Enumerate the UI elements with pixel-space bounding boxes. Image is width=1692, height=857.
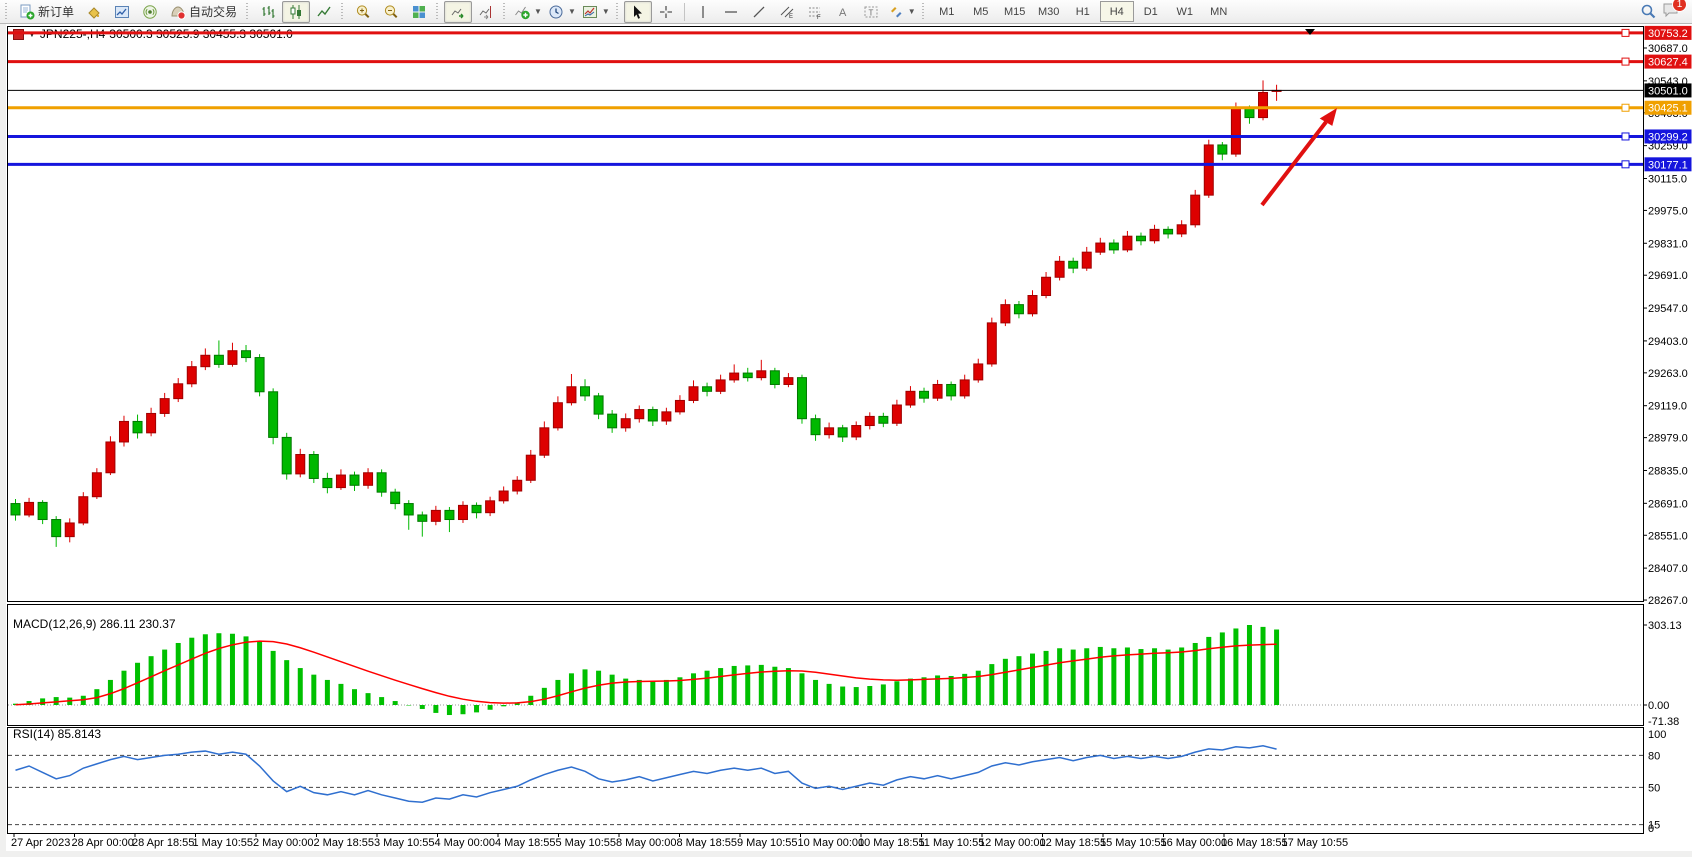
timeframe-m5[interactable]: M5: [973, 5, 989, 18]
chat-button[interactable]: 1: [1662, 0, 1687, 23]
chevron-down-icon: ▼: [907, 7, 916, 16]
toolbar-grip[interactable]: [246, 2, 252, 21]
text-button[interactable]: A: [829, 1, 857, 23]
ohlc-values: 30500.3 30525.9 30455.3 30501.0: [109, 27, 293, 41]
line-chart-button[interactable]: [310, 1, 338, 23]
periods-button[interactable]: ▼: [545, 1, 579, 23]
fibonacci-button[interactable]: F: [801, 1, 829, 23]
crosshair-button[interactable]: [652, 1, 680, 23]
macd-indicator-label: MACD(12,26,9) 286.11 230.37: [13, 617, 176, 631]
chevron-down-icon: ▼: [534, 7, 542, 16]
svg-text:T: T: [868, 8, 873, 17]
chart-shift-button[interactable]: [472, 1, 500, 23]
notification-badge: 1: [1672, 0, 1687, 12]
new-order-icon: [20, 4, 35, 19]
arrows-icon: [890, 6, 902, 17]
timeframe-d1[interactable]: D1: [1143, 5, 1158, 18]
periods-icon: [549, 5, 563, 18]
signals-button[interactable]: [136, 1, 164, 23]
chevron-down-icon: ▼: [567, 7, 576, 16]
auto-scroll-icon: [451, 8, 464, 18]
separator: [683, 2, 685, 21]
signals-icon: [143, 4, 157, 19]
auto-trading-button[interactable]: 自动交易: [164, 1, 243, 23]
charts-window-icon: [115, 5, 130, 18]
svg-text:E: E: [789, 14, 793, 20]
toolbar-grip[interactable]: [436, 2, 442, 21]
chart-title: ▼ JPN225-,H4 30500.3 30525.9 30455.3 305…: [13, 27, 293, 41]
zoom-out-icon: [384, 4, 398, 18]
fibonacci-icon: F: [808, 7, 821, 20]
svg-text:A: A: [839, 7, 847, 19]
timeframe-m30[interactable]: M30: [1038, 5, 1060, 18]
chevron-down-icon: ▼: [601, 7, 610, 16]
auto-trading-label: 自动交易: [189, 5, 238, 19]
horizontal-line-icon: [724, 10, 737, 13]
new-order-label: 新订单: [38, 5, 75, 19]
charts-window-button[interactable]: [108, 1, 136, 23]
candlestick-chart-button[interactable]: [282, 0, 311, 23]
zoom-in-icon: [356, 4, 370, 18]
styles-button[interactable]: [80, 1, 108, 23]
zoom-out-button[interactable]: [377, 1, 405, 23]
text-icon: A: [839, 7, 847, 19]
toolbar-grip[interactable]: [503, 2, 509, 21]
vertical-line-button[interactable]: [689, 1, 717, 23]
auto-scroll-button[interactable]: [444, 0, 473, 23]
toolbar-grip[interactable]: [615, 2, 621, 21]
timeframe-m15[interactable]: M15: [1004, 5, 1026, 18]
indicators-button[interactable]: ▼: [511, 1, 545, 23]
trendline-icon: [753, 6, 765, 17]
tile-windows-icon: [413, 5, 426, 18]
bar-chart-icon: [262, 5, 275, 18]
timeframe-w1[interactable]: W1: [1176, 5, 1193, 18]
timeframe-m1[interactable]: M1: [939, 5, 955, 18]
rsi-indicator-label: RSI(14) 85.8143: [13, 727, 102, 741]
chart-shift-icon: [479, 5, 492, 19]
timeframe-h1[interactable]: H1: [1075, 5, 1090, 18]
equidistant-channel-icon: E: [780, 6, 794, 20]
styles-icon: [88, 6, 100, 19]
new-order-button[interactable]: 新订单: [13, 1, 80, 23]
toolbar: 新订单 自动交易: [0, 0, 1692, 24]
search-button[interactable]: [1634, 1, 1662, 23]
candlestick-chart-icon: [290, 4, 302, 19]
chart-canvas[interactable]: [6, 24, 1692, 851]
crosshair-icon: [659, 5, 672, 18]
toolbar-grip[interactable]: [341, 2, 347, 21]
line-chart-icon: [317, 6, 331, 16]
tile-windows-button[interactable]: [405, 1, 433, 23]
text-label-button[interactable]: T: [857, 1, 885, 23]
vertical-line-icon: [702, 5, 704, 18]
equidistant-channel-button[interactable]: E: [773, 1, 801, 23]
trendline-button[interactable]: [745, 1, 773, 23]
bar-chart-button[interactable]: [254, 1, 282, 23]
arrows-button[interactable]: ▼: [885, 1, 919, 23]
timeframe-mn[interactable]: MN: [1210, 5, 1228, 18]
indicators-icon: [515, 6, 530, 19]
cursor-button[interactable]: [623, 0, 652, 23]
templates-button[interactable]: ▼: [579, 1, 613, 23]
zoom-in-button[interactable]: [349, 1, 377, 23]
templates-icon: [582, 5, 597, 18]
symbol-period-label: JPN225-,H4: [39, 27, 106, 41]
symbol-window-icon: [13, 28, 24, 40]
auto-trading-icon: [171, 5, 186, 20]
cursor-icon: [633, 5, 642, 19]
chevron-down-icon: ▼: [28, 29, 36, 39]
search-icon: [1641, 4, 1655, 19]
toolbar-grip[interactable]: [921, 2, 927, 21]
timeframe-h4[interactable]: H4: [1099, 1, 1134, 22]
text-label-icon: T: [864, 6, 878, 17]
svg-text:F: F: [817, 15, 821, 20]
horizontal-line-button[interactable]: [717, 1, 745, 23]
toolbar-grip[interactable]: [5, 2, 10, 21]
